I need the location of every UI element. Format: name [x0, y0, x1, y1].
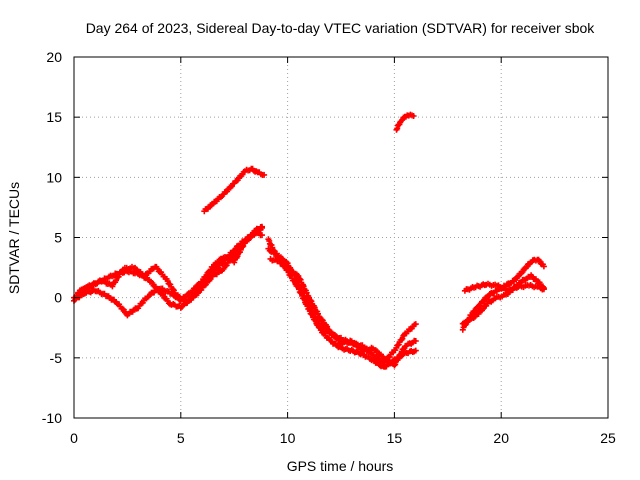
data-point — [410, 113, 417, 119]
data-point — [540, 263, 547, 270]
data-point — [329, 330, 336, 337]
series-track-2 — [71, 229, 265, 319]
x-tick-label: 0 — [70, 430, 78, 446]
data-point — [319, 317, 326, 324]
series-track-4 — [201, 165, 268, 215]
x-axis-label: GPS time / hours — [287, 458, 394, 474]
x-tick-label: 20 — [493, 430, 509, 446]
data-point — [296, 275, 303, 282]
data-point — [540, 285, 547, 291]
data-point — [398, 336, 405, 343]
y-tick-label: 15 — [46, 109, 62, 125]
data-points — [71, 111, 547, 370]
x-tick-label: 25 — [600, 430, 616, 446]
data-point — [399, 335, 406, 342]
series-track-7 — [267, 255, 419, 369]
data-point — [484, 294, 491, 301]
y-tick-label: 20 — [46, 49, 62, 65]
data-point — [259, 223, 265, 230]
grid — [74, 57, 608, 418]
series-track-8 — [393, 111, 417, 133]
y-tick-label: -10 — [42, 410, 62, 426]
data-point — [261, 171, 268, 178]
chart-title: Day 264 of 2023, Sidereal Day-to-day VTE… — [86, 20, 596, 36]
series-track-10 — [461, 280, 547, 294]
series-track-11 — [459, 272, 547, 327]
data-point — [259, 232, 265, 239]
x-tick-label: 5 — [177, 430, 185, 446]
y-axis-label: SDTVAR / TECUs — [6, 182, 22, 294]
axis-ticks: 0 5 10 15 20 25 -10 -5 0 5 10 15 20 — [42, 49, 616, 446]
data-point — [412, 347, 419, 354]
data-point — [480, 298, 486, 305]
data-point — [170, 286, 176, 293]
data-point — [119, 305, 126, 312]
series-track-3 — [75, 223, 265, 306]
y-tick-label: 5 — [54, 230, 62, 246]
y-tick-label: 10 — [46, 169, 62, 185]
data-point — [412, 338, 419, 344]
data-point — [412, 321, 419, 328]
series-track-1 — [71, 224, 265, 311]
data-point — [475, 303, 482, 310]
data-point — [203, 272, 210, 279]
y-tick-label: -5 — [50, 350, 63, 366]
x-tick-label: 10 — [280, 430, 296, 446]
y-tick-label: 0 — [54, 290, 62, 306]
data-point — [318, 316, 325, 323]
x-tick-label: 15 — [387, 430, 403, 446]
